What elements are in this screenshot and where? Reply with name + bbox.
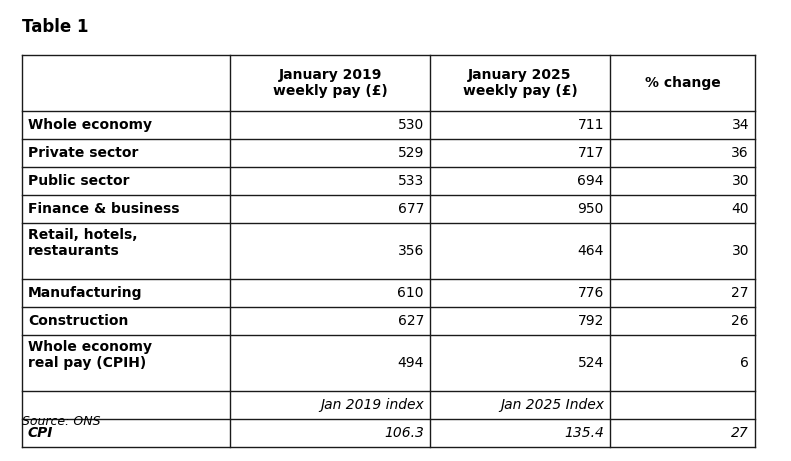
Text: 27: 27: [731, 426, 749, 440]
Text: 677: 677: [398, 202, 424, 216]
Text: Whole economy: Whole economy: [28, 118, 152, 132]
Text: 135.4: 135.4: [564, 426, 604, 440]
Text: 30: 30: [732, 174, 749, 188]
Text: 34: 34: [732, 118, 749, 132]
Text: Jan 2025 Index: Jan 2025 Index: [500, 398, 604, 412]
Text: 530: 530: [398, 118, 424, 132]
Text: 627: 627: [398, 314, 424, 328]
Text: 464: 464: [577, 244, 604, 258]
Text: 533: 533: [398, 174, 424, 188]
Text: Table 1: Table 1: [22, 18, 89, 36]
Text: 356: 356: [398, 244, 424, 258]
Text: January 2019
weekly pay (£): January 2019 weekly pay (£): [273, 68, 388, 98]
Text: 717: 717: [577, 146, 604, 160]
Text: 26: 26: [732, 314, 749, 328]
Text: Private sector: Private sector: [28, 146, 138, 160]
Text: Whole economy
real pay (CPIH): Whole economy real pay (CPIH): [28, 340, 152, 370]
Text: 36: 36: [732, 146, 749, 160]
Text: CPI: CPI: [28, 426, 53, 440]
Text: 6: 6: [740, 356, 749, 370]
Text: Manufacturing: Manufacturing: [28, 286, 142, 300]
Text: 711: 711: [577, 118, 604, 132]
Text: 494: 494: [398, 356, 424, 370]
Text: Retail, hotels,
restaurants: Retail, hotels, restaurants: [28, 228, 138, 258]
Text: 524: 524: [577, 356, 604, 370]
Text: 950: 950: [577, 202, 604, 216]
Text: Construction: Construction: [28, 314, 128, 328]
Text: Finance & business: Finance & business: [28, 202, 180, 216]
Text: Jan 2019 index: Jan 2019 index: [320, 398, 424, 412]
Text: 776: 776: [577, 286, 604, 300]
Text: 694: 694: [577, 174, 604, 188]
Text: 106.3: 106.3: [384, 426, 424, 440]
Text: Source: ONS: Source: ONS: [22, 415, 100, 428]
Text: 610: 610: [398, 286, 424, 300]
Text: 30: 30: [732, 244, 749, 258]
Text: 27: 27: [732, 286, 749, 300]
Text: 792: 792: [577, 314, 604, 328]
Text: 529: 529: [398, 146, 424, 160]
Text: % change: % change: [645, 76, 721, 90]
Text: January 2025
weekly pay (£): January 2025 weekly pay (£): [463, 68, 577, 98]
Text: Public sector: Public sector: [28, 174, 130, 188]
Text: 40: 40: [732, 202, 749, 216]
